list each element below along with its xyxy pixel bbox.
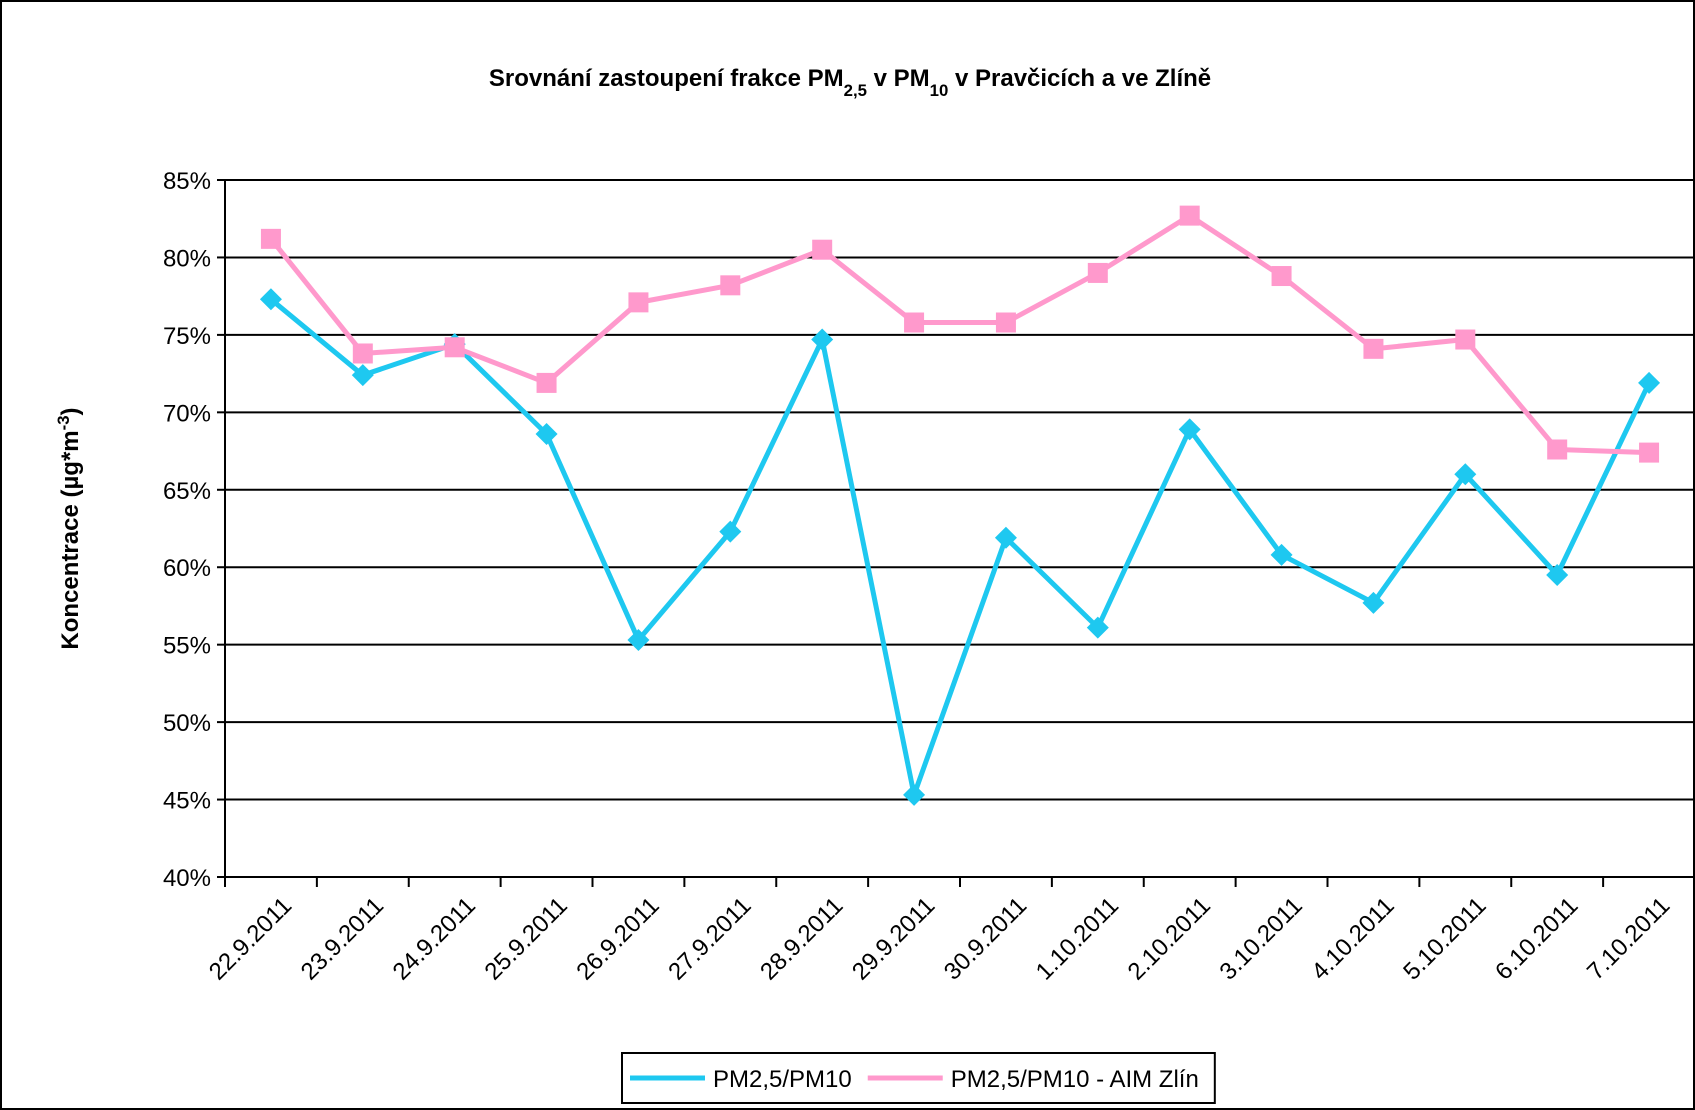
data-point (1455, 329, 1476, 350)
y-axis-label-part: Koncentrace (µg*m (57, 430, 84, 649)
y-tick-label: 65% (163, 478, 211, 505)
chart-title-part: 2,5 (844, 81, 867, 100)
data-point (1363, 338, 1384, 359)
data-point (1086, 616, 1109, 639)
chart-title: Srovnání zastoupení frakce PM2,5 v PM10 … (489, 65, 1211, 100)
y-axis-label-part: ) (57, 407, 84, 415)
y-tick-label: 45% (163, 788, 211, 815)
data-point (1179, 205, 1200, 226)
data-point (1271, 266, 1292, 287)
data-point (1547, 439, 1568, 460)
y-tick-label: 75% (163, 323, 211, 350)
y-tick-label: 40% (163, 865, 211, 892)
data-point (904, 312, 925, 333)
data-point (444, 337, 465, 358)
chart-title-part: Srovnání zastoupení frakce PM (489, 65, 844, 92)
legend: PM2,5/PM10 PM2,5/PM10 - AIM Zlín (621, 1052, 1216, 1104)
data-point (351, 364, 374, 387)
y-tick-label: 80% (163, 245, 211, 272)
series-line (268, 213, 1650, 456)
y-tick-label: 50% (163, 710, 211, 737)
data-point (995, 312, 1016, 333)
chart-title-part: v Pravčicích a ve Zlíně (948, 65, 1211, 92)
data-point (535, 423, 558, 446)
y-axis-label: Koncentrace (µg*m-3) (54, 407, 85, 649)
series-line (269, 297, 1652, 798)
data-point (260, 228, 281, 249)
data-point (352, 343, 373, 364)
y-tick-label: 55% (163, 633, 211, 660)
data-point (719, 520, 742, 543)
data-point (627, 629, 650, 652)
data-point (994, 526, 1017, 549)
data-point (1638, 371, 1661, 394)
y-tick-label: 70% (163, 400, 211, 427)
data-point (903, 783, 926, 806)
data-point (811, 328, 834, 351)
data-point (628, 292, 649, 313)
y-tick-label: 60% (163, 555, 211, 582)
legend-label: PM2,5/PM10 (713, 1066, 852, 1093)
data-point (1362, 591, 1385, 614)
data-point (1639, 442, 1660, 463)
y-axis-label-part: -3 (54, 415, 73, 430)
data-point (1546, 563, 1569, 586)
chart-title-part: v PM (867, 65, 930, 92)
legend-label: PM2,5/PM10 - AIM Zlín (951, 1066, 1199, 1093)
y-tick-label: 85% (163, 168, 211, 195)
data-point (536, 372, 557, 393)
data-point (720, 275, 741, 296)
data-point (1270, 543, 1293, 566)
data-point (1454, 463, 1477, 486)
chart-title-part: 10 (930, 81, 949, 100)
data-point (259, 288, 282, 311)
data-point (1178, 418, 1201, 441)
data-point (1087, 262, 1108, 283)
data-point (812, 239, 833, 260)
